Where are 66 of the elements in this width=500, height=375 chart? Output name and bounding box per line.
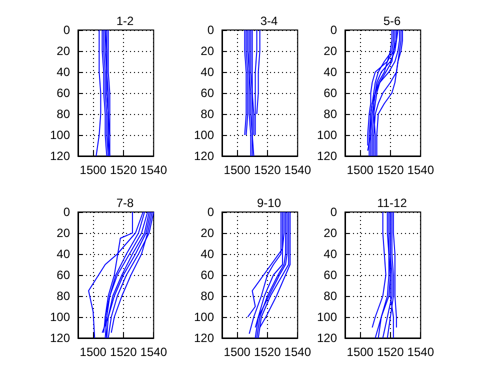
chart-title: 11-12 bbox=[377, 196, 408, 210]
y-tick-label: 0 bbox=[207, 23, 214, 37]
chart-title: 1-2 bbox=[116, 14, 134, 28]
x-tick-label: 1520 bbox=[110, 345, 138, 359]
y-tick-label: 120 bbox=[194, 331, 214, 345]
y-tick-label: 0 bbox=[207, 205, 214, 219]
y-tick-label: 40 bbox=[56, 247, 70, 261]
y-tick-label: 100 bbox=[316, 310, 338, 324]
y-tick-label: 20 bbox=[324, 44, 338, 58]
y-tick-label: 60 bbox=[324, 268, 338, 282]
chart-title: 3-4 bbox=[260, 14, 278, 28]
x-tick-label: 1520 bbox=[377, 163, 404, 177]
x-tick-label: 1520 bbox=[377, 345, 404, 359]
x-tick-label: 1500 bbox=[80, 163, 107, 177]
y-tick-label: 60 bbox=[324, 86, 338, 100]
y-tick-label: 20 bbox=[56, 44, 70, 58]
x-tick-label: 1500 bbox=[224, 163, 251, 177]
y-tick-label: 80 bbox=[200, 289, 214, 303]
y-tick-label: 0 bbox=[63, 23, 70, 37]
x-tick-label: 1540 bbox=[407, 163, 434, 177]
x-tick-label: 1520 bbox=[254, 163, 282, 177]
chart-title: 9-10 bbox=[256, 196, 282, 210]
y-tick-label: 60 bbox=[200, 268, 214, 282]
y-tick-label: 40 bbox=[56, 65, 70, 79]
y-tick-label: 120 bbox=[50, 331, 70, 345]
x-tick-label: 1500 bbox=[346, 163, 374, 177]
y-tick-label: 0 bbox=[330, 205, 338, 219]
y-tick-label: 20 bbox=[200, 44, 214, 58]
x-tick-label: 1540 bbox=[140, 163, 168, 177]
y-tick-label: 40 bbox=[324, 247, 338, 261]
chart-title: 5-6 bbox=[383, 14, 401, 28]
y-tick-label: 20 bbox=[324, 226, 338, 240]
chart-title: 7-8 bbox=[116, 196, 134, 210]
y-tick-label: 60 bbox=[200, 86, 214, 100]
y-tick-label: 100 bbox=[194, 128, 214, 142]
y-tick-label: 100 bbox=[50, 128, 70, 142]
y-tick-label: 80 bbox=[56, 107, 70, 121]
y-tick-label: 80 bbox=[56, 289, 70, 303]
y-tick-label: 40 bbox=[200, 247, 214, 261]
y-tick-label: 120 bbox=[194, 149, 214, 163]
y-tick-label: 20 bbox=[56, 226, 70, 240]
y-tick-label: 120 bbox=[50, 149, 70, 163]
y-tick-label: 40 bbox=[200, 65, 214, 79]
x-tick-label: 1540 bbox=[407, 345, 434, 359]
y-tick-label: 60 bbox=[56, 86, 70, 100]
x-tick-label: 1540 bbox=[140, 345, 168, 359]
y-tick-label: 0 bbox=[63, 205, 70, 219]
y-tick-label: 0 bbox=[330, 23, 338, 37]
y-tick-label: 120 bbox=[316, 149, 338, 163]
x-tick-label: 1500 bbox=[346, 345, 374, 359]
y-tick-label: 100 bbox=[194, 310, 214, 324]
y-tick-label: 80 bbox=[324, 107, 338, 121]
y-tick-label: 100 bbox=[50, 310, 70, 324]
x-tick-label: 1520 bbox=[110, 163, 138, 177]
y-tick-label: 100 bbox=[316, 128, 338, 142]
y-tick-label: 80 bbox=[200, 107, 214, 121]
y-tick-label: 120 bbox=[316, 331, 338, 345]
y-tick-label: 40 bbox=[324, 65, 338, 79]
y-tick-label: 20 bbox=[200, 226, 214, 240]
x-tick-label: 1500 bbox=[80, 345, 107, 359]
y-tick-label: 80 bbox=[324, 289, 338, 303]
x-tick-label: 1540 bbox=[284, 345, 312, 359]
x-tick-label: 1500 bbox=[224, 345, 251, 359]
x-tick-label: 1520 bbox=[254, 345, 282, 359]
x-tick-label: 1540 bbox=[284, 163, 312, 177]
y-tick-label: 60 bbox=[56, 268, 70, 282]
